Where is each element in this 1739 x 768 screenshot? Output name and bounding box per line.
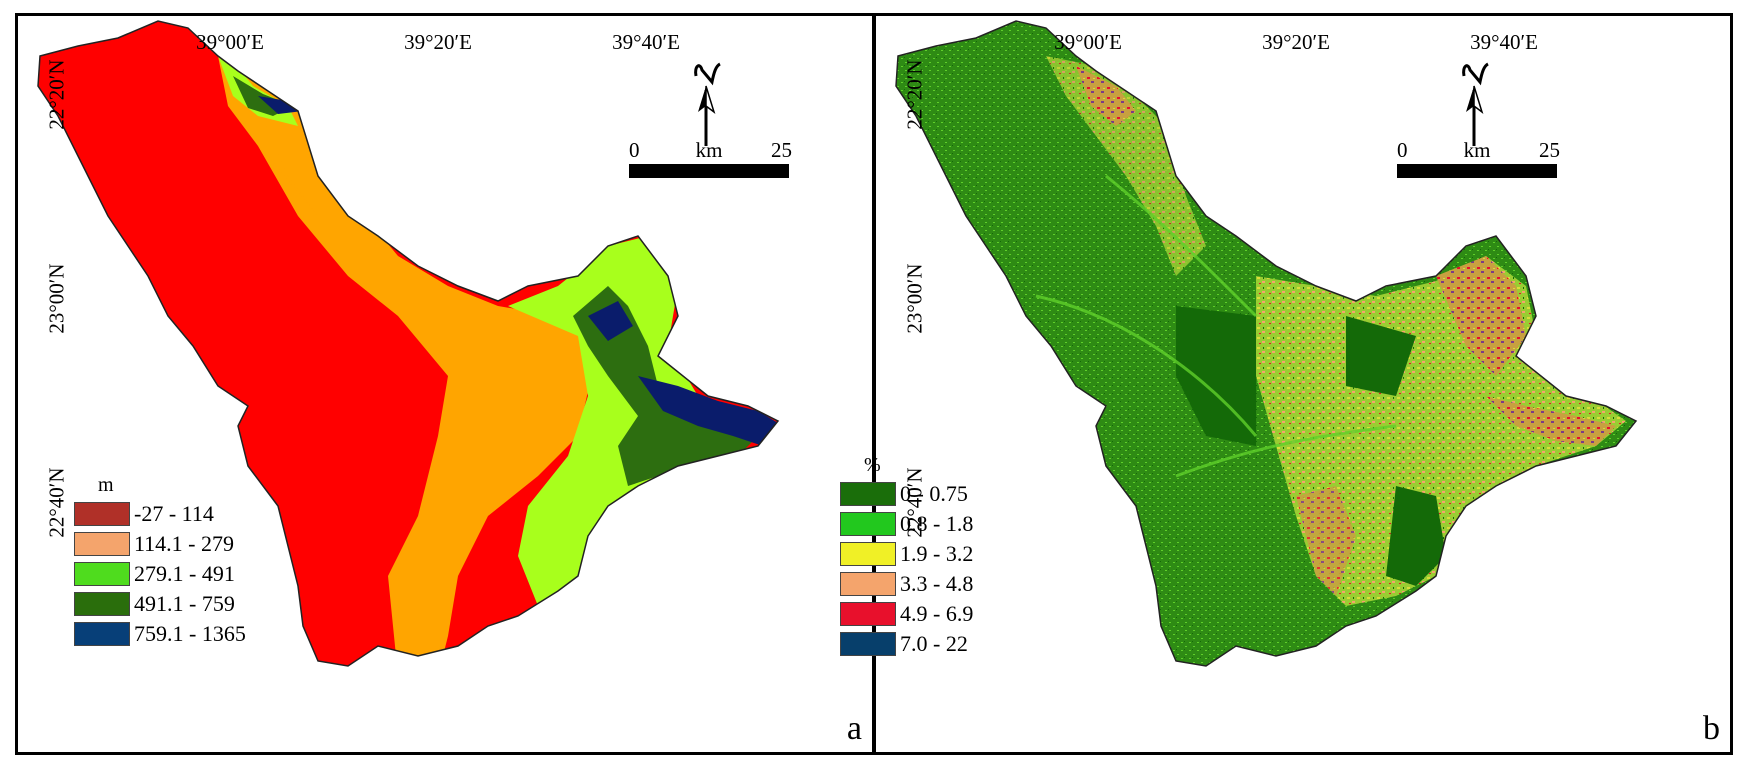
lon-tick-label: 39°20′E <box>1262 30 1330 54</box>
lat-tick-label: 22°20′N <box>44 59 69 130</box>
scale-bar: 0 km 25 <box>629 138 799 184</box>
elevation-map-panel: 39°00′E 39°20′E 39°40′E 22°20′N 23°00′N … <box>15 13 875 755</box>
legend-item: 7.0 - 22 <box>840 629 973 659</box>
slope-map <box>895 20 1638 667</box>
legend-item: 279.1 - 491 <box>74 559 246 589</box>
lon-tick-label: 39°40′E <box>612 30 680 54</box>
lon-tick-label: 39°20′E <box>404 30 472 54</box>
scale-start-label: 0 <box>629 138 640 162</box>
legend-item: 1.9 - 3.2 <box>840 539 973 569</box>
legend-label: 3.3 - 4.8 <box>900 571 974 596</box>
legend-label: -27 - 114 <box>134 501 214 526</box>
legend-title: % <box>864 454 881 476</box>
lat-tick-label: 22°20′N <box>902 59 927 130</box>
panel-letter: a <box>846 710 862 747</box>
scale-unit-label: km <box>1463 138 1491 162</box>
lat-tick-label: 22°40′N <box>44 467 69 538</box>
legend-item: 0.8 - 1.8 <box>840 509 973 539</box>
scale-bar-line <box>629 164 789 178</box>
legend-item: 0 - 0.75 <box>840 479 973 509</box>
panel-letter: b <box>1703 710 1720 747</box>
legend-swatch <box>74 622 130 646</box>
legend-swatch <box>840 542 896 566</box>
lat-tick-label: 23°00′N <box>902 263 927 334</box>
legend-swatch <box>840 482 896 506</box>
legend-label: 0.8 - 1.8 <box>900 511 974 536</box>
scale-start-label: 0 <box>1397 138 1408 162</box>
legend-label: 279.1 - 491 <box>134 561 235 586</box>
slope-legend: % 0 - 0.75 0.8 - 1.8 1.9 - 3.2 3.3 - 4.8… <box>840 454 973 659</box>
legend-label: 1.9 - 3.2 <box>900 541 974 566</box>
north-arrow-icon <box>694 62 721 146</box>
legend-item: 4.9 - 6.9 <box>840 599 973 629</box>
lat-tick-label: 23°00′N <box>44 263 69 334</box>
legend-item: 759.1 - 1365 <box>74 619 246 649</box>
lon-tick-label: 39°00′E <box>1054 30 1122 54</box>
legend-swatch <box>74 592 130 616</box>
legend-label: 0 - 0.75 <box>900 481 968 506</box>
elevation-map <box>37 20 780 667</box>
legend-swatch <box>74 532 130 556</box>
slope-map-panel: 39°00′E 39°20′E 39°40′E 22°20′N 23°00′N … <box>840 13 1733 755</box>
legend-label: 4.9 - 6.9 <box>900 601 974 626</box>
scale-bar-line <box>1397 164 1557 178</box>
scale-end-label: 25 <box>771 138 792 162</box>
legend-title: m <box>98 474 114 496</box>
scale-bar: 0 km 25 <box>1397 138 1567 184</box>
elevation-legend: m -27 - 114 114.1 - 279 279.1 - 491 491.… <box>74 474 246 649</box>
legend-item: 491.1 - 759 <box>74 589 246 619</box>
legend-swatch <box>840 602 896 626</box>
legend-swatch <box>840 512 896 536</box>
north-arrow-icon <box>1462 62 1489 146</box>
scale-unit-label: km <box>695 138 723 162</box>
legend-swatch <box>74 562 130 586</box>
legend-label: 7.0 - 22 <box>900 631 968 656</box>
legend-label: 491.1 - 759 <box>134 591 235 616</box>
legend-item: 114.1 - 279 <box>74 529 246 559</box>
legend-item: -27 - 114 <box>74 499 246 529</box>
legend-label: 759.1 - 1365 <box>134 621 246 646</box>
legend-swatch <box>74 502 130 526</box>
lon-tick-label: 39°40′E <box>1470 30 1538 54</box>
legend-item: 3.3 - 4.8 <box>840 569 973 599</box>
scale-end-label: 25 <box>1539 138 1560 162</box>
lon-tick-label: 39°00′E <box>196 30 264 54</box>
legend-swatch <box>840 632 896 656</box>
legend-label: 114.1 - 279 <box>134 531 235 556</box>
legend-swatch <box>840 572 896 596</box>
